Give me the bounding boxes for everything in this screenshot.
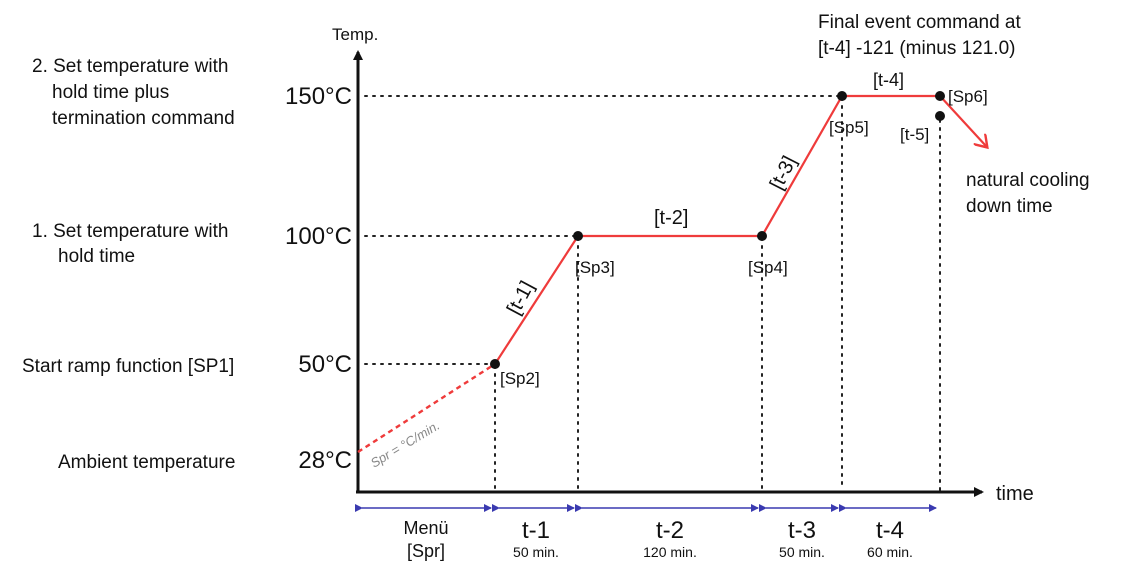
note-set-temp-2-line3: termination command [52,108,235,129]
label-sp2: [Sp2] [500,369,540,388]
label-sp3: [Sp3] [575,258,615,277]
ramp-dashed-segment [357,362,496,454]
x-axis-label: time [996,483,1034,505]
label-sp4: [Sp4] [748,258,788,277]
label-t5: [t-5] [900,125,929,144]
temp-100: 100°C [285,223,352,250]
tag-t2: [t-2] [654,207,688,229]
y-axis-label: Temp. [332,25,378,44]
dot-sp2 [490,359,500,369]
timeline-t3-label: t-3 [788,517,816,544]
dot-sp6 [935,91,945,101]
tag-t4: [t-4] [873,70,904,90]
temp-50: 50°C [298,351,352,378]
ramp-rate-label: Spr = °C/min. [368,418,442,471]
cooling-line2: down time [966,196,1053,217]
final-event-line2: [t-4] -121 (minus 121.0) [818,38,1015,59]
dot-t5 [935,111,945,121]
note-set-temp-2-line1: 2. Set temperature with [32,56,228,77]
label-sp6: [Sp6] [948,87,988,106]
tag-t3: [t-3] [766,153,801,194]
note-set-temp-1-line1: 1. Set temperature with [32,221,228,242]
note-set-temp-2-line2: hold time plus [52,82,169,103]
label-sp5: [Sp5] [829,118,869,137]
timeline-t4-label: t-4 [876,517,904,544]
dot-sp5 [837,91,847,101]
temp-150: 150°C [285,83,352,110]
timeline-menu-label: Menü [403,518,448,538]
dot-sp3 [573,231,583,241]
note-ambient: Ambient temperature [58,452,235,473]
temp-28: 28°C [298,447,352,474]
profile-line [494,94,986,365]
final-event-line1: Final event command at [818,12,1021,33]
timeline-menu-sub: [Spr] [407,541,445,561]
cooling-line1: natural cooling [966,170,1090,191]
note-start-ramp: Start ramp function [SP1] [22,356,234,377]
timeline-t3-sub: 50 min. [779,544,825,560]
timeline-t2-sub: 120 min. [643,544,697,560]
timeline-t4-sub: 60 min. [867,544,913,560]
dot-sp4 [757,231,767,241]
note-set-temp-1-line2: hold time [58,246,135,267]
timeline-t1-label: t-1 [522,517,550,544]
tag-t1: [t-1] [503,278,539,319]
timeline-t1-sub: 50 min. [513,544,559,560]
timeline-t2-label: t-2 [656,517,684,544]
